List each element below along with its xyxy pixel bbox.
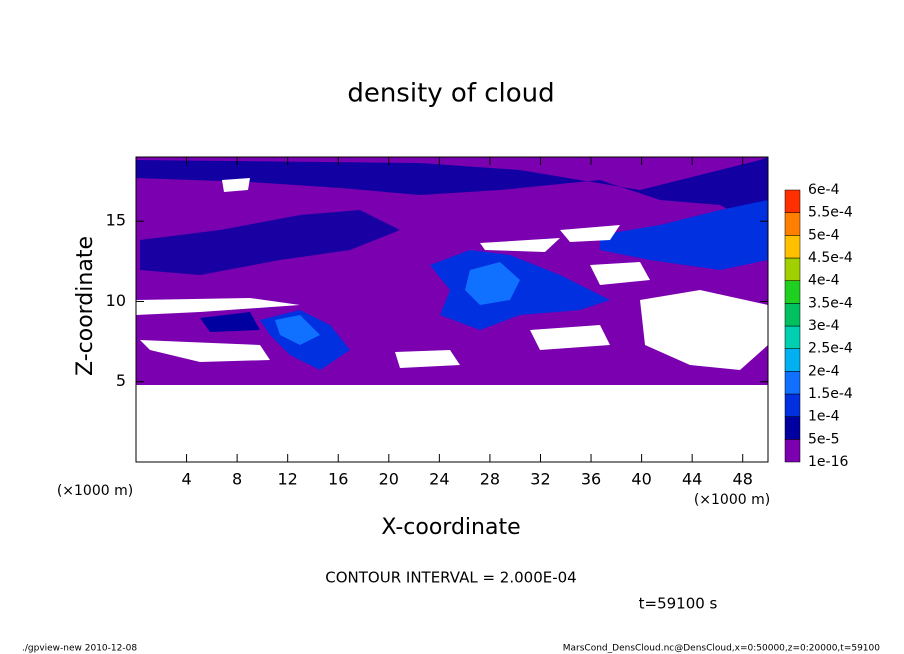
x-axis-label: X-coordinate	[381, 515, 520, 540]
colorbar-label: 6e-4	[808, 182, 840, 198]
colorbar-swatch	[784, 189, 801, 213]
colorbar-swatch	[784, 371, 801, 395]
colorbar-label: 1e-4	[808, 409, 840, 425]
x-tick-label: 44	[682, 470, 702, 489]
colorbar-swatch	[784, 235, 801, 259]
x-tick-label: 36	[581, 470, 601, 489]
colorbar-label: 1.5e-4	[808, 386, 853, 402]
colorbar-label: 4.5e-4	[808, 250, 853, 266]
colorbar-swatch	[784, 212, 801, 236]
colorbar-label: 5e-4	[808, 227, 840, 243]
y-axis-label: Z-coordinate	[73, 236, 98, 376]
x-tick-label: 24	[429, 470, 449, 489]
colorbar-swatch	[784, 303, 801, 327]
x-tick-label: 40	[631, 470, 651, 489]
colorbar-swatch	[784, 257, 801, 281]
colorbar-label: 1e-16	[808, 454, 848, 470]
colorbar-swatch	[784, 393, 801, 417]
contour-field	[136, 150, 768, 385]
x-tick-label: 12	[278, 470, 298, 489]
time-label: t=59100 s	[639, 595, 718, 613]
x-tick-label: 20	[379, 470, 399, 489]
colorbar-label: 2e-4	[808, 363, 840, 379]
colorbar-label: 3.5e-4	[808, 295, 853, 311]
y-tick-label: 5	[116, 371, 126, 390]
colorbar-swatch	[784, 348, 801, 372]
colorbar-label: 4e-4	[808, 273, 840, 289]
chart-title: density of cloud	[347, 79, 554, 109]
colorbar-swatch	[784, 416, 801, 440]
colorbar-label: 2.5e-4	[808, 341, 853, 357]
x-tick-label: 32	[530, 470, 550, 489]
contour-interval: CONTOUR INTERVAL = 2.000E-04	[325, 569, 576, 587]
colorbar-label: 3e-4	[808, 318, 840, 334]
plot-frame	[135, 156, 769, 463]
x-tick-label: 8	[232, 470, 242, 489]
y-tick-label: 10	[106, 291, 126, 310]
footer-left: ./gpview-new 2010-12-08	[22, 644, 137, 654]
y-tick-label: 15	[106, 211, 126, 230]
footer-right: MarsCond_DensCloud.nc@DensCloud,x=0:5000…	[563, 644, 880, 654]
colorbar-label: 5.5e-4	[808, 205, 853, 221]
colorbar-label: 5e-5	[808, 431, 839, 447]
colorbar-swatch	[784, 280, 801, 304]
x-unit: (×1000 m)	[694, 492, 770, 508]
colorbar-swatch	[784, 439, 801, 463]
colorbar-swatch	[784, 325, 801, 349]
x-tick-label: 16	[328, 470, 348, 489]
x-tick-label: 28	[480, 470, 500, 489]
x-tick-label: 48	[733, 470, 753, 489]
x-tick-label: 4	[181, 470, 191, 489]
y-unit: (×1000 m)	[57, 483, 133, 499]
